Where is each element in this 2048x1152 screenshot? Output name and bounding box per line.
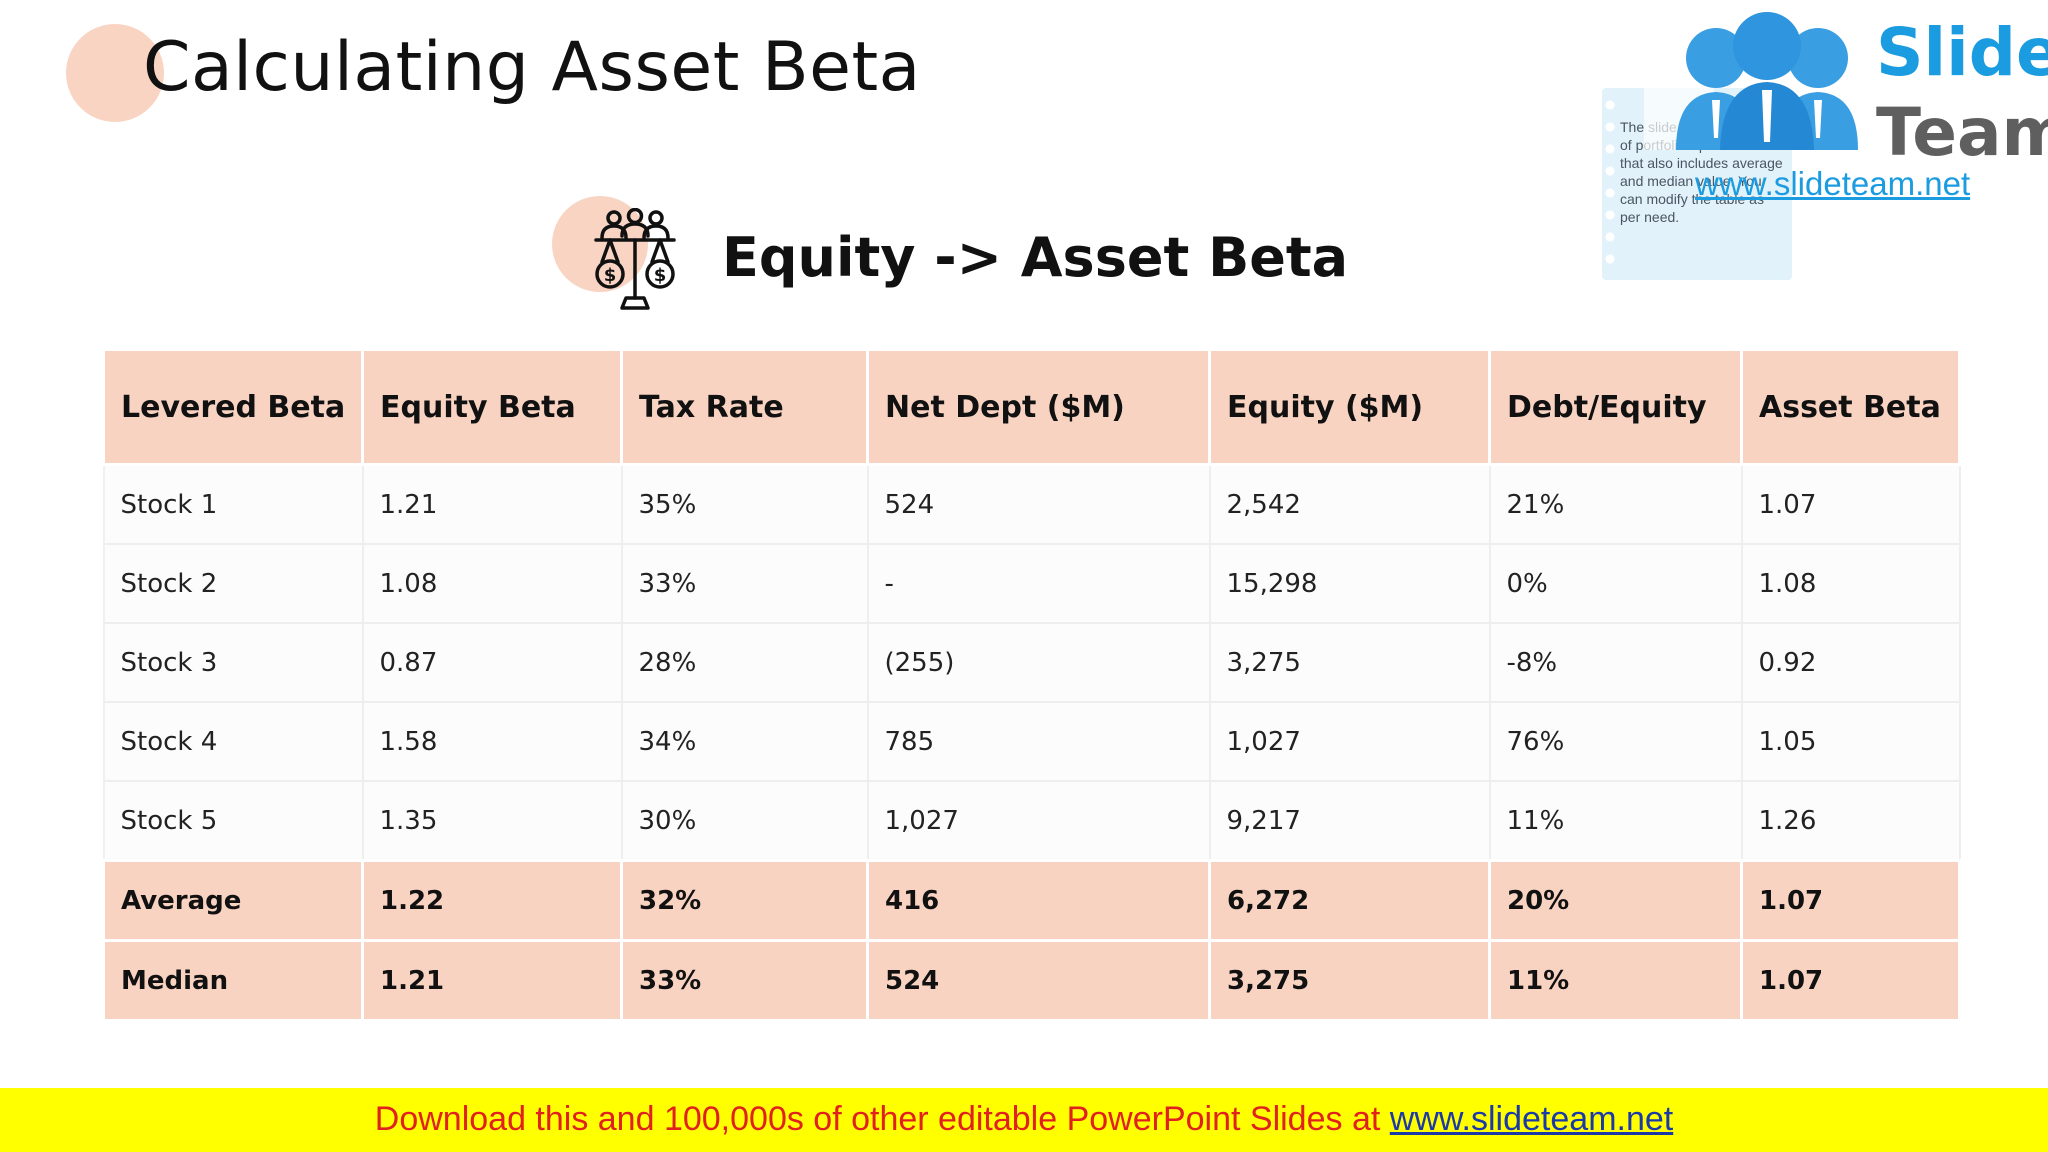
table-cell: Stock 1 <box>102 463 364 545</box>
table-cell: 3,275 <box>1208 939 1491 1022</box>
table-row: Stock 4 1.58 34% 785 1,027 76% 1.05 <box>102 701 1961 782</box>
subtitle-heading: Equity -> Asset Beta <box>722 226 1349 289</box>
table-row: Stock 5 1.35 30% 1,027 9,217 11% 1.26 <box>102 780 1961 862</box>
header-asset-beta: Asset Beta <box>1740 348 1961 466</box>
table-row: Stock 3 0.87 28% (255) 3,275 -8% 0.92 <box>102 622 1961 703</box>
table-cell: 1,027 <box>866 780 1211 862</box>
table-cell: 76% <box>1488 701 1743 782</box>
table-cell: 32% <box>620 859 869 942</box>
table-cell: 1,027 <box>1208 701 1491 782</box>
table-cell: 35% <box>620 463 869 545</box>
balance-scale-dollar-people-icon: $ $ <box>594 208 676 310</box>
table-cell: 0.92 <box>1740 622 1961 703</box>
table-cell: 524 <box>866 939 1211 1022</box>
note-dots <box>1604 94 1616 274</box>
table-cell: Stock 3 <box>102 622 364 703</box>
download-banner-link[interactable]: www.slideteam.net <box>1389 1100 1674 1138</box>
table-cell: Median <box>102 939 364 1022</box>
table-row-median: Median 1.21 33% 524 3,275 11% 1.07 <box>102 939 1961 1022</box>
people-logo-icon <box>1676 12 1858 150</box>
header-levered-beta: Levered Beta <box>102 348 364 466</box>
header-debt-equity: Debt/Equity <box>1488 348 1743 466</box>
table-cell: 1.07 <box>1740 859 1961 942</box>
table-cell: 1.07 <box>1740 939 1961 1022</box>
slideteam-logo: Slide Team www.slideteam.net <box>1650 0 2048 205</box>
logo-word-slide: Slide <box>1876 14 2048 91</box>
table-cell: 6,272 <box>1208 859 1491 942</box>
svg-text:$: $ <box>604 265 617 286</box>
table-cell: 2,542 <box>1208 463 1491 545</box>
table-cell: 0.87 <box>361 622 623 703</box>
table-cell: Average <box>102 859 364 942</box>
table-cell: 524 <box>866 463 1211 545</box>
slide-title: Calculating Asset Beta <box>143 28 921 107</box>
logo-url-link[interactable]: www.slideteam.net <box>1695 165 1971 202</box>
table-cell: 33% <box>620 543 869 624</box>
table-cell: Stock 5 <box>102 780 364 862</box>
table-cell: 1.21 <box>361 939 623 1022</box>
svg-text:$: $ <box>654 265 667 286</box>
table-cell: Stock 4 <box>102 701 364 782</box>
table-header-row: Levered Beta Equity Beta Tax Rate Net De… <box>102 348 1961 466</box>
table-cell: Stock 2 <box>102 543 364 624</box>
table-cell: 11% <box>1488 780 1743 862</box>
logo-word-team: Team <box>1876 94 2048 171</box>
table-cell: 34% <box>620 701 869 782</box>
asset-beta-table: Levered Beta Equity Beta Tax Rate Net De… <box>102 348 1961 1022</box>
table-cell: 1.08 <box>361 543 623 624</box>
download-banner: Download this and 100,000s of other edit… <box>0 1088 2048 1152</box>
table-cell: -8% <box>1488 622 1743 703</box>
download-banner-text: Download this and 100,000s of other edit… <box>374 1100 1390 1138</box>
table-cell: 1.22 <box>361 859 623 942</box>
table-row: Stock 1 1.21 35% 524 2,542 21% 1.07 <box>102 463 1961 545</box>
table-cell: 1.07 <box>1740 463 1961 545</box>
header-equity-beta: Equity Beta <box>361 348 623 466</box>
table-cell: 1.58 <box>361 701 623 782</box>
table-row-average: Average 1.22 32% 416 6,272 20% 1.07 <box>102 859 1961 942</box>
table-row: Stock 2 1.08 33% - 15,298 0% 1.08 <box>102 543 1961 624</box>
title-decoration-circle <box>66 24 164 122</box>
table-cell: 30% <box>620 780 869 862</box>
table-cell: 11% <box>1488 939 1743 1022</box>
table-cell: 0% <box>1488 543 1743 624</box>
table-cell: 1.26 <box>1740 780 1961 862</box>
header-equity: Equity ($M) <box>1208 348 1491 466</box>
table-cell: 416 <box>866 859 1211 942</box>
table-cell: 33% <box>620 939 869 1022</box>
header-tax-rate: Tax Rate <box>620 348 869 466</box>
table-cell: 9,217 <box>1208 780 1491 862</box>
table-cell: 28% <box>620 622 869 703</box>
table-cell: 15,298 <box>1208 543 1491 624</box>
table-cell: 1.35 <box>361 780 623 862</box>
header-net-dept: Net Dept ($M) <box>866 348 1211 466</box>
table-cell: 21% <box>1488 463 1743 545</box>
table-cell: 1.05 <box>1740 701 1961 782</box>
table-cell: 3,275 <box>1208 622 1491 703</box>
table-cell: - <box>866 543 1211 624</box>
table-cell: 1.08 <box>1740 543 1961 624</box>
table-cell: 1.21 <box>361 463 623 545</box>
table-cell: 785 <box>866 701 1211 782</box>
table-cell: (255) <box>866 622 1211 703</box>
table-cell: 20% <box>1488 859 1743 942</box>
